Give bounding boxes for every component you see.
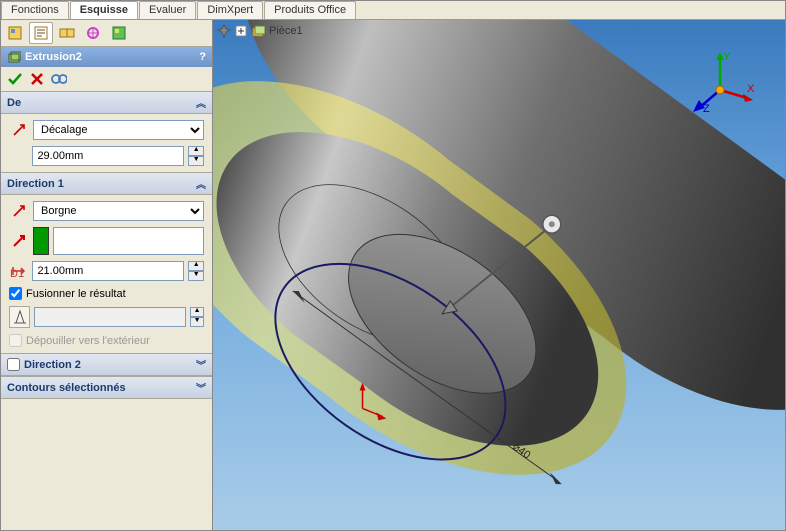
confirm-row [1,67,212,91]
graphics-viewport[interactable]: Pièce1 Y X Z [213,20,785,530]
depth-input[interactable] [32,261,184,281]
feature-title-text: Extrusion2 [25,51,82,63]
group-contours-header[interactable]: Contours sélectionnés ︾ [1,377,212,399]
feature-title-bar: Extrusion2 ? [1,47,212,67]
property-manager-panel: Extrusion2 ? De ︽ [1,20,213,530]
top-tabs: Fonctions Esquisse Evaluer DimXpert Prod… [1,1,785,20]
direction-arrow-icon[interactable] [9,231,29,251]
depth-spin-up[interactable]: ▲ [188,261,204,271]
dimxpert-tab-icon[interactable] [81,22,105,44]
draft-spin-down[interactable]: ▼ [190,317,204,327]
expand-icon: ︾ [196,380,206,395]
help-icon[interactable]: ? [199,51,206,63]
draft-button-icon[interactable] [9,306,30,328]
end-condition-select[interactable]: Borgne [33,201,204,221]
group-direction2-title: Direction 2 [24,359,81,371]
tab-produits-office[interactable]: Produits Office [264,1,356,19]
direction-vector-field[interactable] [53,227,204,255]
depth-spin-down[interactable]: ▼ [188,271,204,281]
from-condition-select[interactable]: Décalage [33,120,204,140]
merge-result-label: Fusionner le résultat [26,288,126,300]
draft-outward-checkbox [9,334,22,347]
display-manager-tab-icon[interactable] [107,22,131,44]
ok-icon[interactable] [7,71,23,87]
flyout-pin-icon[interactable] [217,24,231,38]
offset-spin-up[interactable]: ▲ [188,146,204,156]
offset-distance-input[interactable] [32,146,184,166]
direction2-enable-checkbox[interactable] [7,358,20,371]
property-manager-tab-icon[interactable] [29,22,53,44]
group-contours-title: Contours sélectionnés [7,382,126,394]
tab-dimxpert[interactable]: DimXpert [197,1,263,19]
svg-text:D1: D1 [10,268,24,278]
expand-tree-icon[interactable] [235,25,247,37]
feature-tree-flyout[interactable]: Pièce1 [235,24,303,38]
tab-evaluer[interactable]: Evaluer [139,1,196,19]
configuration-manager-tab-icon[interactable] [55,22,79,44]
draft-outward-label: Dépouiller vers l'extérieur [26,335,150,347]
group-direction1-title: Direction 1 [7,178,64,190]
expand-icon: ︾ [196,357,206,372]
triad-z-label: Z [703,103,710,115]
tab-fonctions[interactable]: Fonctions [1,1,69,19]
depth-icon: D1 [9,261,28,281]
group-direction2-header[interactable]: Direction 2 ︾ [1,354,212,376]
reverse-offset-icon[interactable] [9,120,29,140]
spacer [9,146,28,166]
merge-result-checkbox[interactable] [9,287,22,300]
direction-color-swatch[interactable] [33,227,49,255]
view-triad[interactable]: Y X Z [685,50,755,120]
panel-toolbar [1,20,212,47]
triad-x-label: X [747,83,755,95]
group-direction1-header[interactable]: Direction 1 ︽ [1,173,212,195]
group-from-title: De [7,97,21,109]
collapse-icon: ︽ [196,176,206,191]
group-contours: Contours sélectionnés ︾ [1,376,212,399]
draft-angle-input [34,307,186,327]
group-from: De ︽ Décalage [1,91,212,172]
triad-y-label: Y [723,51,731,63]
feature-manager-tab-icon[interactable] [3,22,27,44]
extrude-icon [7,50,21,64]
group-direction1: Direction 1 ︽ Borgne [1,172,212,353]
draft-spin-up[interactable]: ▲ [190,307,204,317]
detailed-preview-icon[interactable] [51,71,67,87]
part-name: Pièce1 [269,25,303,37]
collapse-icon: ︽ [196,95,206,110]
cancel-icon[interactable] [29,71,45,87]
part-icon [251,24,265,38]
reverse-direction-icon[interactable] [9,201,29,221]
group-direction2: Direction 2 ︾ [1,353,212,376]
tab-esquisse[interactable]: Esquisse [70,1,138,19]
group-from-header[interactable]: De ︽ [1,92,212,114]
offset-spin-down[interactable]: ▼ [188,156,204,166]
